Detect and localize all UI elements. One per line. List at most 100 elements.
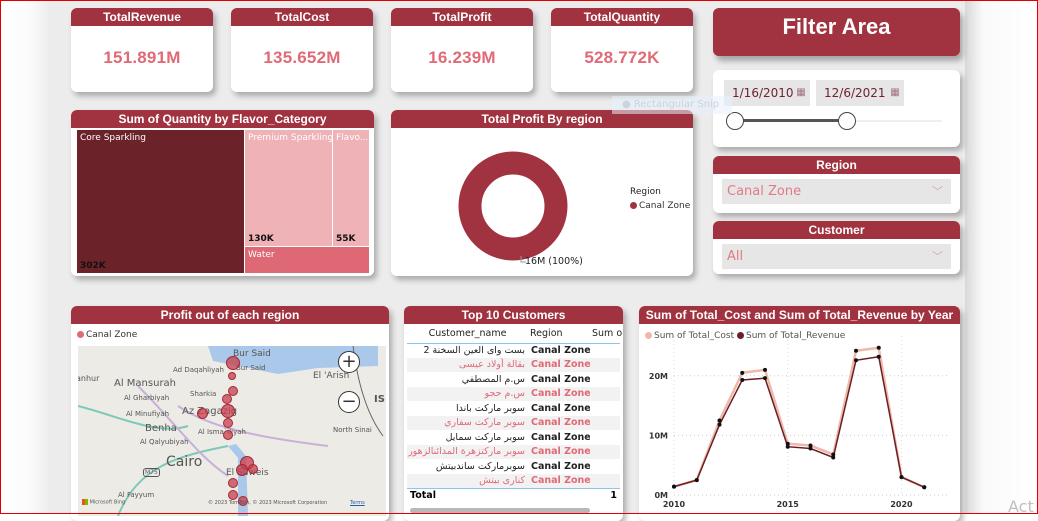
data-point-revenue[interactable] xyxy=(922,485,927,490)
customer-name-cell: سوبر ماركت سمايل xyxy=(407,430,528,445)
data-point-cost[interactable] xyxy=(763,367,767,372)
date-slider-end-handle[interactable] xyxy=(838,112,856,130)
table-row[interactable]: سوبرماركت ساندبيتش Canal Zone xyxy=(407,459,620,474)
treemap-cell-water[interactable]: Water xyxy=(245,247,369,273)
map-point[interactable] xyxy=(228,386,238,396)
donut-leader-line xyxy=(520,256,526,263)
data-point-cost[interactable] xyxy=(854,348,858,353)
map-point[interactable] xyxy=(222,394,232,404)
table-row[interactable]: بقالة أولاد عيسى Canal Zone xyxy=(407,357,620,372)
x-tick-label: 2015 xyxy=(777,500,800,509)
data-point-cost[interactable] xyxy=(785,441,790,446)
horizontal-scrollbar[interactable] xyxy=(410,508,590,513)
map-label: North Sinai xyxy=(333,426,372,434)
data-point-revenue[interactable] xyxy=(717,422,722,427)
kpi-card-total-revenue: TotalRevenue 151.891M xyxy=(71,8,213,92)
left-margin xyxy=(0,0,50,514)
data-point-cost[interactable] xyxy=(808,443,813,448)
microsoft-logo-icon xyxy=(82,499,88,505)
map-point[interactable] xyxy=(228,372,236,380)
table-row[interactable]: سوبر ماركت سمايل Canal Zone xyxy=(407,430,620,445)
map-zoom-in-button[interactable]: + xyxy=(338,351,360,373)
map-label: Al Minufiyah xyxy=(126,410,170,418)
data-point-revenue[interactable] xyxy=(899,475,904,480)
data-point-revenue[interactable] xyxy=(694,478,699,483)
column-header-region[interactable]: Region xyxy=(528,325,590,344)
table-row[interactable]: س.م حجو Canal Zone xyxy=(407,386,620,401)
customer-dropdown[interactable]: All ﹀ xyxy=(722,244,951,269)
date-range-slicer[interactable]: 1/16/2010 ▦ 12/6/2021 ▦ xyxy=(713,70,960,147)
data-point-revenue[interactable] xyxy=(876,354,881,359)
bing-label: Microsoft Bing xyxy=(89,499,126,506)
column-header-sum[interactable]: Sum o xyxy=(590,325,622,344)
legend-item-revenue[interactable]: Sum of Total_Revenue xyxy=(736,331,845,341)
legend-dot-icon xyxy=(645,332,652,339)
kpi-title: TotalQuantity xyxy=(551,8,693,26)
donut-title: Total Profit By region xyxy=(391,110,693,128)
map-terms-link[interactable]: Terms xyxy=(350,500,365,506)
customer-selected-value: All xyxy=(727,249,744,264)
sum-cell xyxy=(590,357,620,372)
region-slicer: Region Canal Zone ﹀ xyxy=(713,156,960,213)
y-tick-label: 20M xyxy=(649,372,668,381)
data-point-cost[interactable] xyxy=(831,452,836,457)
legend-dot-icon xyxy=(630,202,637,209)
treemap-value: 302K xyxy=(80,261,106,271)
table-row[interactable]: كنارى بيتش Canal Zone xyxy=(407,473,620,488)
data-point-revenue[interactable] xyxy=(854,358,858,363)
map-point[interactable] xyxy=(223,430,233,440)
treemap-cell-premium-sparkling[interactable]: Premium Sparkling 130K xyxy=(245,130,333,246)
map-label: Benha xyxy=(145,423,177,434)
kpi-card-total-profit: TotalProfit 16.239M xyxy=(391,8,533,92)
table-row[interactable]: سوبر ماركت باندا Canal Zone xyxy=(407,401,620,416)
date-slider-start-handle[interactable] xyxy=(726,112,744,130)
donut-slice-canal-zone[interactable] xyxy=(458,151,568,261)
data-point-revenue[interactable] xyxy=(785,444,790,449)
donut-legend-item[interactable]: Canal Zone xyxy=(630,201,690,211)
end-date-input[interactable]: 12/6/2021 ▦ xyxy=(816,80,904,106)
calendar-icon[interactable]: ▦ xyxy=(796,87,806,98)
legend-item-cost[interactable]: Sum of Total_Cost xyxy=(645,331,734,341)
data-point-revenue[interactable] xyxy=(740,377,745,382)
table-row[interactable]: سوبر ماركت سفاري Canal Zone xyxy=(407,415,620,430)
sum-cell xyxy=(590,459,620,474)
column-header-customer-name[interactable]: Customer_name xyxy=(407,325,528,344)
map-zoom-out-button[interactable]: − xyxy=(338,391,360,413)
map-point[interactable] xyxy=(238,496,248,506)
treemap-cell-flavored[interactable]: Flavo... 55K xyxy=(333,130,369,246)
data-point-cost[interactable] xyxy=(740,370,745,375)
map-point[interactable] xyxy=(228,478,238,488)
map-point[interactable] xyxy=(236,464,248,476)
map-point[interactable] xyxy=(221,404,235,418)
data-point-cost[interactable] xyxy=(717,418,722,423)
customer-name-cell: كنارى بيتش xyxy=(407,473,528,488)
map-point[interactable] xyxy=(197,408,208,419)
table-row[interactable]: س.م المصطفي Canal Zone xyxy=(407,372,620,387)
series-line-revenue[interactable] xyxy=(673,355,925,488)
series-line-cost[interactable] xyxy=(673,346,925,489)
sum-cell xyxy=(590,372,620,387)
data-point-revenue[interactable] xyxy=(763,376,767,381)
region-dropdown[interactable]: Canal Zone ﹀ xyxy=(722,179,951,204)
map-canvas[interactable]: Bur Said Bur Said Ad Daqahliyah anhur Al… xyxy=(78,346,386,516)
table-title: Top 10 Customers xyxy=(404,306,623,324)
data-point-revenue[interactable] xyxy=(831,455,836,460)
map-point[interactable] xyxy=(226,356,240,370)
map-label: Bur Said xyxy=(236,364,266,372)
start-date-input[interactable]: 1/16/2010 ▦ xyxy=(724,80,810,106)
calendar-icon[interactable]: ▦ xyxy=(890,87,900,98)
data-point-cost[interactable] xyxy=(876,345,881,350)
data-point-revenue[interactable] xyxy=(808,446,813,451)
map-label: El Suweis xyxy=(226,468,269,478)
data-point-revenue[interactable] xyxy=(672,484,676,489)
region-slicer-title: Region xyxy=(713,156,960,174)
map-label: M75 xyxy=(143,468,160,477)
table-row[interactable]: بست واى العين السخنة 2 Canal Zone xyxy=(407,343,620,358)
map-point[interactable] xyxy=(228,490,238,500)
filter-area-title: Filter Area xyxy=(713,8,960,56)
treemap-cell-core-sparkling[interactable]: Core Sparkling 302K xyxy=(77,130,244,273)
table-row[interactable]: سوبر ماركتزهرة المدائنالزهور Canal Zone xyxy=(407,444,620,459)
x-tick-label: 2010 xyxy=(663,500,686,509)
map-point[interactable] xyxy=(248,464,258,474)
map-point[interactable] xyxy=(223,418,233,428)
